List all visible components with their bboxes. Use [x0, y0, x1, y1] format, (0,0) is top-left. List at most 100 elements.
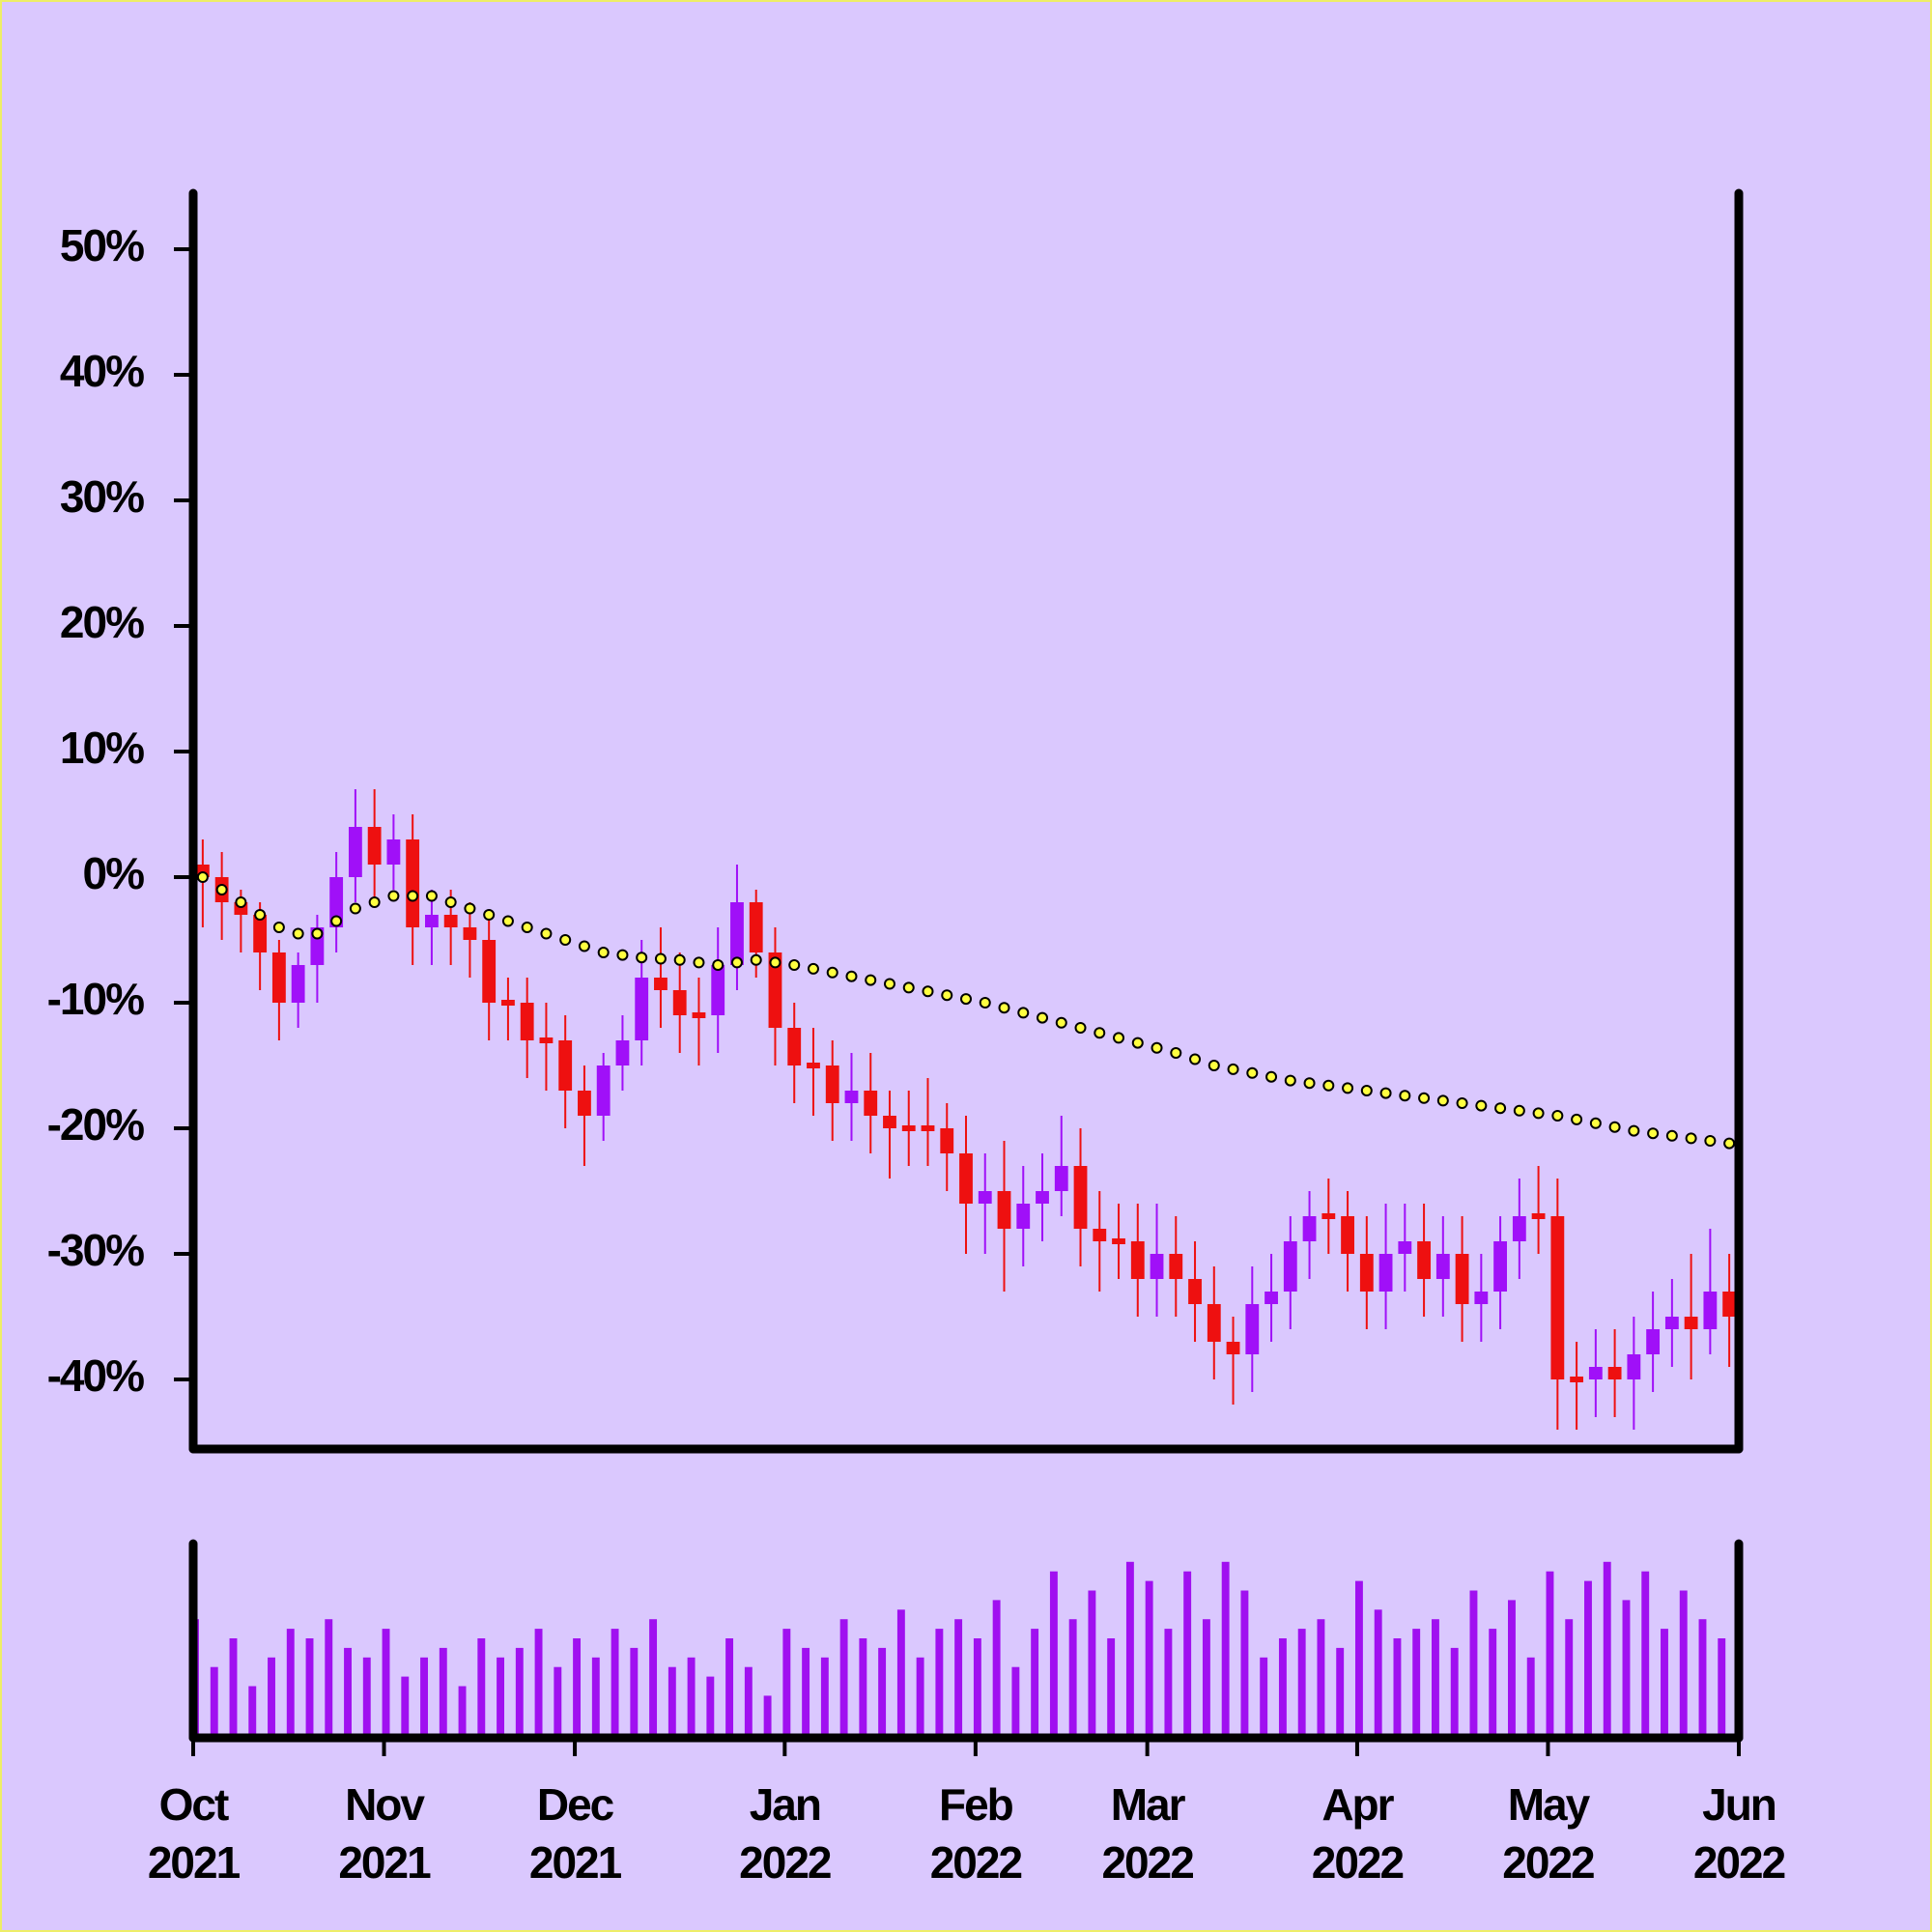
candle-body — [1226, 1342, 1240, 1354]
x-tick-label: Jan 2022 — [739, 1779, 832, 1888]
moving-average-dot — [1589, 1117, 1602, 1129]
volume-bar — [1450, 1647, 1459, 1734]
candle — [1112, 1204, 1125, 1279]
volume-bar — [1489, 1629, 1497, 1734]
moving-average-dot — [1418, 1092, 1431, 1104]
volume-bar — [1317, 1619, 1325, 1734]
candle — [1130, 1204, 1145, 1317]
candle-body — [406, 839, 420, 927]
candle-body — [1150, 1254, 1164, 1279]
volume-bar — [1622, 1600, 1631, 1734]
candle-body — [578, 1091, 591, 1116]
axes — [188, 188, 1744, 1743]
candle — [1207, 1266, 1221, 1379]
candle-body — [1130, 1241, 1145, 1279]
volume-bar — [248, 1686, 257, 1734]
volume-bar — [229, 1638, 238, 1734]
moving-average-dot — [540, 927, 553, 940]
moving-average-dot — [597, 947, 610, 958]
candle-body — [348, 827, 362, 877]
volume-bar — [802, 1647, 810, 1734]
candle-body — [1474, 1292, 1489, 1304]
volume-bar — [1603, 1561, 1611, 1734]
candle-body — [787, 1028, 802, 1065]
volume-bar — [1374, 1609, 1382, 1734]
volume-bar — [649, 1619, 658, 1734]
candle-body — [1036, 1191, 1049, 1204]
volume-bar — [1412, 1629, 1421, 1734]
candle-body — [1684, 1317, 1698, 1329]
volume-bar — [1221, 1561, 1230, 1734]
moving-average-dot — [1436, 1094, 1449, 1107]
candle-body — [654, 978, 668, 990]
volume-bar — [325, 1619, 333, 1734]
candle — [501, 978, 515, 1040]
moving-average-dot — [693, 956, 705, 969]
candle-body — [901, 1125, 916, 1131]
moving-average-dot — [1665, 1129, 1678, 1142]
moving-average-dot — [578, 940, 590, 952]
candle — [1493, 1216, 1507, 1329]
volume-bar — [1565, 1619, 1574, 1734]
volume-bar — [820, 1657, 829, 1734]
candle — [844, 1053, 859, 1141]
moving-average-dot — [1379, 1087, 1392, 1099]
candle — [1512, 1179, 1526, 1279]
volume-bar — [420, 1657, 428, 1734]
candle-body — [997, 1191, 1011, 1229]
volume-bar — [1526, 1657, 1535, 1734]
volume-bar — [344, 1647, 352, 1734]
candle-body — [1512, 1216, 1526, 1241]
moving-average-dot — [654, 952, 667, 965]
volume-bar — [1661, 1629, 1668, 1734]
moving-average-dot — [464, 902, 476, 915]
x-tick-label: Feb 2022 — [929, 1779, 1023, 1888]
moving-average-dot — [960, 993, 972, 1006]
candle — [1226, 1317, 1240, 1405]
x-tick-label: Jun 2022 — [1692, 1779, 1786, 1888]
volume-bar — [1546, 1571, 1554, 1734]
volume-bar — [1107, 1638, 1116, 1734]
candle-body — [959, 1153, 973, 1204]
moving-average-dot — [1113, 1032, 1125, 1044]
candle — [1607, 1329, 1622, 1417]
moving-average-dot — [1227, 1063, 1239, 1075]
candle — [1016, 1166, 1031, 1266]
candle — [692, 978, 706, 1065]
moving-average-dot — [425, 890, 438, 902]
moving-average-dot — [1628, 1124, 1640, 1137]
candle-body — [1245, 1304, 1260, 1354]
volume-bar — [1068, 1619, 1077, 1734]
volume-bar — [1202, 1619, 1210, 1734]
candle-body — [1359, 1254, 1374, 1292]
candle-body — [271, 952, 286, 1003]
candle — [1341, 1191, 1354, 1292]
moving-average-dot — [712, 959, 724, 971]
moving-average-dot — [922, 985, 934, 998]
candle-body — [730, 902, 744, 965]
candle — [1283, 1216, 1297, 1329]
moving-average-dot — [1131, 1037, 1144, 1049]
candle — [997, 1141, 1011, 1292]
candle-body — [978, 1191, 992, 1204]
volume-bar — [497, 1657, 504, 1734]
candle-body — [1627, 1354, 1641, 1379]
volume-bar — [268, 1657, 275, 1734]
moving-average-dot — [349, 902, 361, 915]
moving-average-dot — [387, 890, 400, 902]
candle-body — [1054, 1166, 1068, 1191]
candle-body — [1112, 1238, 1125, 1244]
candle — [1684, 1254, 1698, 1379]
volume-bar — [210, 1666, 218, 1734]
candle-body — [1493, 1241, 1507, 1292]
y-tick-label: 0% — [83, 848, 145, 898]
candle — [883, 1091, 896, 1179]
candle — [807, 1028, 820, 1116]
volume-bar — [878, 1647, 887, 1734]
candle-body — [1321, 1213, 1336, 1219]
moving-average-dot — [941, 989, 953, 1002]
candle — [921, 1078, 935, 1166]
candle — [1359, 1216, 1374, 1329]
candle — [1417, 1204, 1431, 1317]
